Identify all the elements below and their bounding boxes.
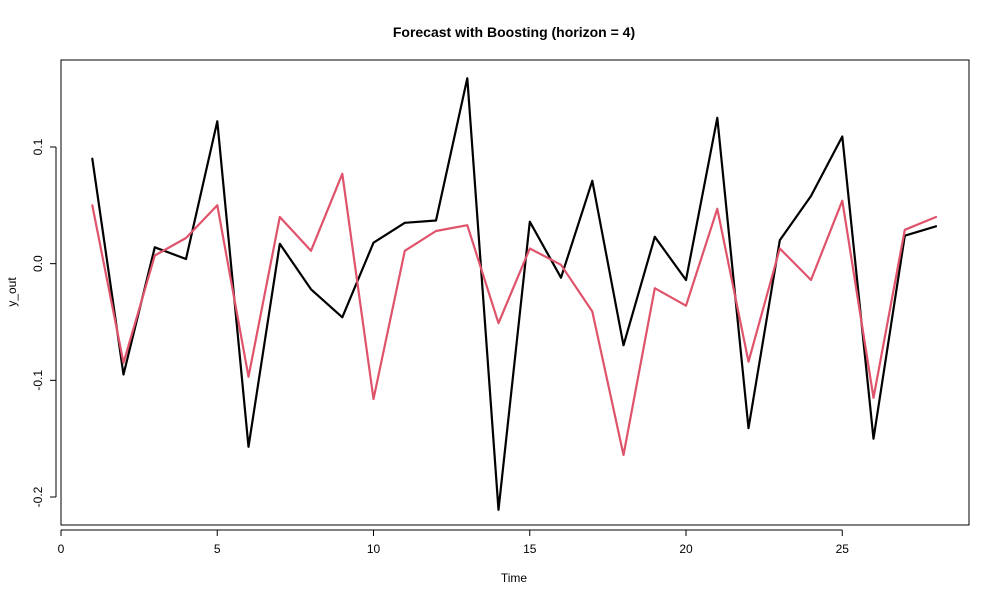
series-group [91,77,938,511]
y-tick-label: -0.1 [31,370,45,391]
x-tick-label: 20 [679,542,693,556]
x-tick-label: 10 [367,542,381,556]
chart-title: Forecast with Boosting (horizon = 4) [393,24,635,40]
y-tick-label: 0.0 [31,255,45,272]
forecast-series-line [91,172,938,457]
x-tick-label: 5 [214,542,221,556]
x-tick-label: 25 [836,542,850,556]
x-tick-label: 15 [523,542,537,556]
x-axis-label: Time [501,571,528,585]
y-tick-label: 0.1 [31,138,45,155]
plot-frame [60,59,970,526]
y-axis: -0.2 -0.1 0.0 0.1 [31,138,57,507]
x-axis: 0 5 10 15 20 25 [58,529,850,556]
actual-series-line [91,77,938,511]
y-tick-label: -0.2 [31,486,45,507]
y-axis-label: y_out [5,277,19,307]
x-tick-label: 0 [58,542,65,556]
